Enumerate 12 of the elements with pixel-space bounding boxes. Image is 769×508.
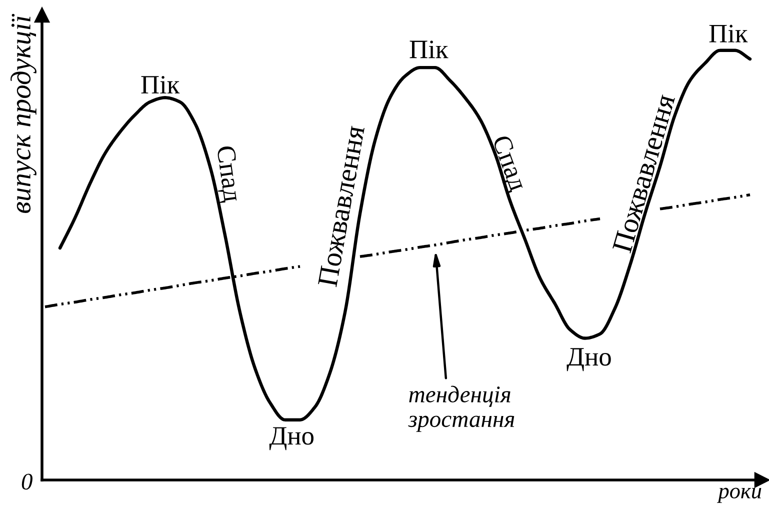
annotation: Спад bbox=[212, 145, 242, 204]
annotation: Пожвавлення bbox=[318, 124, 365, 288]
annotation: Дно bbox=[269, 427, 314, 450]
annotation: Дно bbox=[566, 348, 611, 372]
text: Пік bbox=[709, 24, 748, 42]
text: 0 bbox=[22, 474, 32, 490]
annotation: Пік bbox=[410, 40, 448, 58]
text: тенденція зростання bbox=[408, 386, 514, 432]
x-axis-title: роки bbox=[716, 488, 762, 503]
y-axis-title: випуск продукції bbox=[10, 14, 36, 214]
annotation: Спад bbox=[488, 134, 528, 194]
annotation: Пік bbox=[141, 76, 180, 94]
